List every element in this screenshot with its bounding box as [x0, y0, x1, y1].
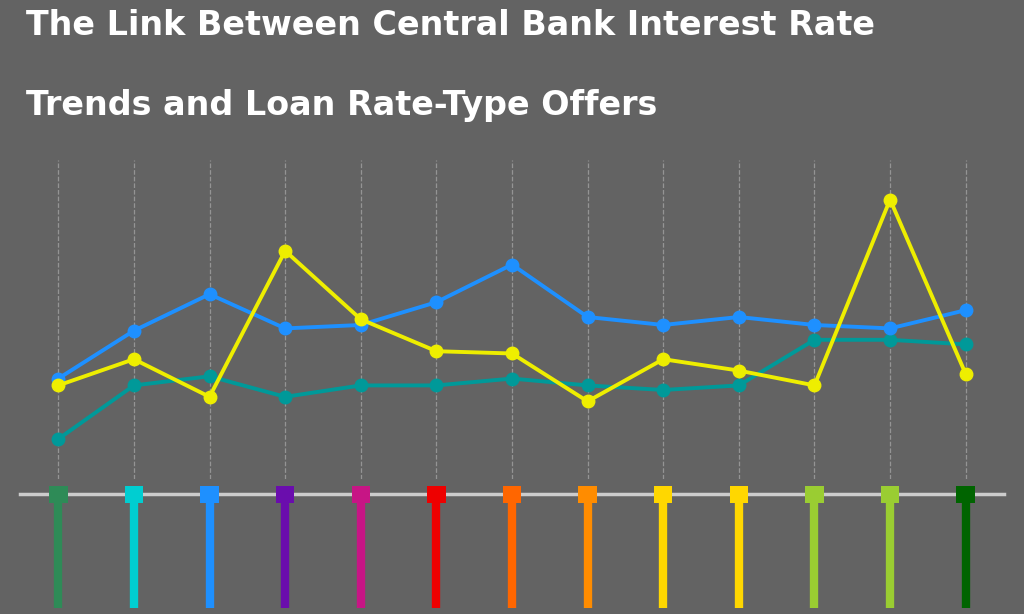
- Text: The Link Between Central Bank Interest Rate: The Link Between Central Bank Interest R…: [26, 9, 874, 42]
- Text: Trends and Loan Rate-Type Offers: Trends and Loan Rate-Type Offers: [26, 89, 657, 122]
